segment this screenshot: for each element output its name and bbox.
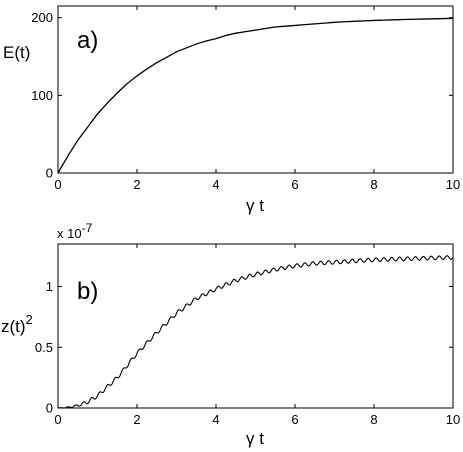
panel-a-series-line: [57, 17, 454, 174]
panel-b-x-tick-label: 6: [291, 412, 298, 427]
panel-a-x-tick-label: 10: [446, 177, 460, 192]
panel-a-x-tick-label: 0: [54, 177, 61, 192]
panel-a-y-axis-label: E(t): [3, 43, 30, 62]
panel-a-x-axis-label: γ t: [246, 196, 264, 215]
panel-b-x-axis-label: γ t: [246, 429, 264, 448]
panel-b-y-tick-label: 1: [46, 279, 53, 294]
panel-a: 0 2 4 6 8 10 0 100 200 a) E(t) γ t: [3, 5, 460, 215]
panel-a-y-tick-label: 100: [31, 88, 53, 103]
panel-a-x-tick-label: 8: [370, 177, 377, 192]
panel-a-y-tick-label: 0: [46, 166, 53, 181]
panel-b-frame: [57, 243, 454, 409]
panel-b-x-tick-label: 8: [370, 412, 377, 427]
panel-a-label: a): [77, 27, 98, 54]
panel-b-y-axis-label-base: z(t): [1, 317, 26, 336]
panel-b-y-multiplier-exponent: -7: [82, 221, 93, 235]
panel-a-x-tick-label: 4: [212, 177, 219, 192]
panel-a-x-tick-label: 2: [133, 177, 140, 192]
panel-b-x-tick-label: 2: [133, 412, 140, 427]
panel-b-y-multiplier-base: x 10: [57, 226, 82, 241]
panel-b-label: b): [77, 278, 98, 305]
panel-b: 0 2 4 6 8 10 00.51 b) z(t)2 x 10-7 γ t: [1, 221, 460, 448]
panel-b-x-tick-label: 4: [212, 412, 219, 427]
panel-b-series-line: [57, 255, 454, 409]
panel-b-y-tick-label: 0: [46, 401, 53, 416]
panel-b-x-tick-label: 0: [54, 412, 61, 427]
panel-b-y-ticks: 00.51: [35, 279, 453, 416]
panel-a-y-ticks: 0 100 200: [31, 10, 453, 181]
panel-a-y-tick-label: 200: [31, 10, 53, 25]
panel-b-y-multiplier: x 10-7: [57, 221, 93, 241]
panel-a-x-tick-label: 6: [291, 177, 298, 192]
panel-b-x-ticks: 0 2 4 6 8 10: [54, 244, 460, 427]
panel-a-x-ticks: 0 2 4 6 8 10: [54, 6, 460, 192]
panel-b-x-tick-label: 10: [446, 412, 460, 427]
panel-b-y-axis-label-superscript: 2: [26, 312, 33, 327]
panel-b-y-tick-label: 0.5: [35, 340, 53, 355]
panel-b-y-axis-label: z(t)2: [1, 312, 33, 336]
panel-a-frame: [57, 5, 454, 174]
